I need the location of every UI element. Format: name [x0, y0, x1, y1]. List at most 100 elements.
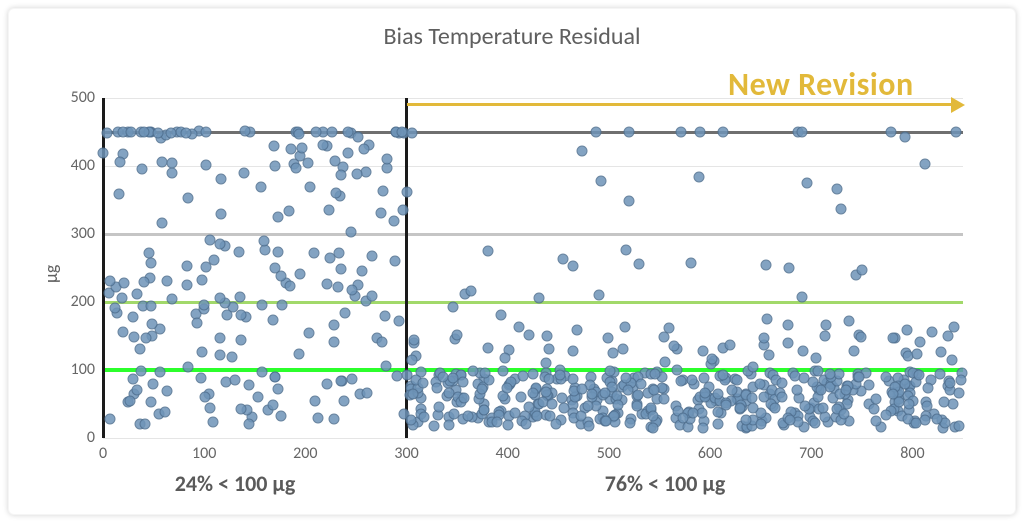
data-point: [620, 321, 631, 332]
data-point: [509, 408, 520, 419]
data-point: [268, 140, 279, 151]
data-point: [273, 246, 284, 257]
data-point: [820, 320, 831, 331]
data-point: [603, 332, 614, 343]
data-point: [543, 373, 554, 384]
y-tick-label: 200: [55, 292, 95, 311]
data-point: [935, 368, 946, 379]
data-point: [482, 342, 493, 353]
data-point: [405, 415, 416, 426]
data-point: [777, 377, 788, 388]
data-point: [401, 187, 412, 198]
data-point: [207, 416, 218, 427]
data-point: [625, 418, 636, 429]
data-point: [880, 372, 891, 383]
data-point: [389, 215, 400, 226]
data-point: [761, 313, 772, 324]
data-point: [148, 379, 159, 390]
data-point: [269, 371, 280, 382]
data-point: [137, 163, 148, 174]
data-point: [324, 204, 335, 215]
data-point: [954, 421, 965, 432]
data-point: [647, 410, 658, 421]
data-point: [797, 291, 808, 302]
data-point: [725, 340, 736, 351]
data-point: [98, 148, 109, 159]
data-point: [686, 374, 697, 385]
data-point: [273, 211, 284, 222]
data-point: [118, 277, 129, 288]
y-tick-label: 300: [55, 224, 95, 243]
data-point: [764, 349, 775, 360]
x-tick-label: 300: [394, 444, 418, 463]
data-point: [524, 330, 535, 341]
data-point: [920, 159, 931, 170]
y-tick-label: 500: [55, 88, 95, 107]
data-point: [407, 128, 418, 139]
data-point: [139, 418, 150, 429]
data-point: [197, 274, 208, 285]
data-point: [347, 285, 358, 296]
data-point: [396, 126, 407, 137]
data-point: [418, 411, 429, 422]
data-point: [798, 372, 809, 383]
data-point: [647, 422, 658, 433]
data-point: [914, 336, 925, 347]
data-point: [501, 383, 512, 394]
data-point: [379, 311, 390, 322]
data-point: [712, 389, 723, 400]
data-point: [784, 263, 795, 274]
data-point: [596, 176, 607, 187]
data-point: [677, 412, 688, 423]
data-point: [740, 415, 751, 426]
data-point: [327, 126, 338, 137]
data-point: [236, 335, 247, 346]
data-point: [294, 268, 305, 279]
data-point: [227, 352, 238, 363]
data-point: [260, 245, 271, 256]
data-point: [182, 192, 193, 203]
data-point: [361, 388, 372, 399]
new-revision-arrow-head: [951, 97, 965, 113]
data-point: [335, 264, 346, 275]
data-point: [256, 366, 267, 377]
data-point: [770, 402, 781, 413]
data-point: [452, 330, 463, 341]
data-point: [479, 368, 490, 379]
data-point: [944, 377, 955, 388]
data-point: [832, 184, 843, 195]
data-point: [815, 384, 826, 395]
data-point: [856, 331, 867, 342]
data-point: [718, 369, 729, 380]
data-point: [567, 346, 578, 357]
data-point: [182, 279, 193, 290]
data-point: [583, 400, 594, 411]
data-point: [366, 290, 377, 301]
data-point: [139, 126, 150, 137]
data-point: [523, 402, 534, 413]
data-point: [104, 414, 115, 425]
data-point: [621, 244, 632, 255]
data-point: [901, 325, 912, 336]
data-point: [448, 302, 459, 313]
data-point: [240, 126, 251, 137]
data-point: [541, 331, 552, 342]
data-point: [359, 144, 370, 155]
data-point: [238, 167, 249, 178]
region-annotation: 24% < 100 µg: [175, 470, 296, 497]
data-point: [408, 334, 419, 345]
data-point: [128, 332, 139, 343]
data-point: [165, 127, 176, 138]
data-point: [200, 391, 211, 402]
data-point: [734, 402, 745, 413]
data-point: [707, 354, 718, 365]
data-point: [105, 276, 116, 287]
data-point: [551, 419, 562, 430]
data-point: [255, 182, 266, 193]
data-point: [397, 204, 408, 215]
data-point: [198, 299, 209, 310]
data-point: [381, 153, 392, 164]
data-point: [136, 366, 147, 377]
data-point: [329, 319, 340, 330]
data-point: [903, 398, 914, 409]
